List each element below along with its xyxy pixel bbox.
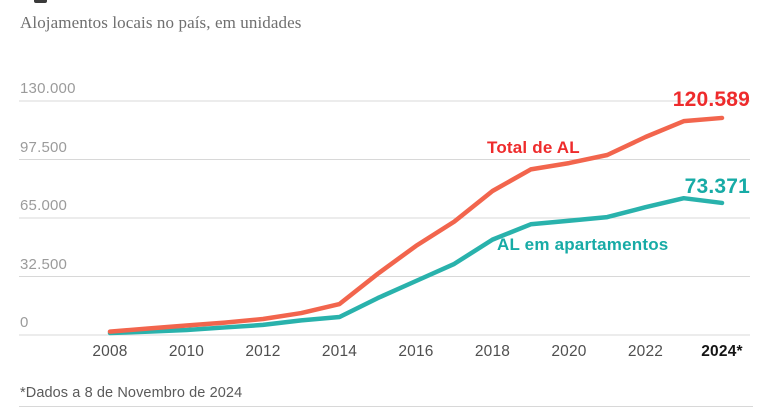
x-tick-label-2012: 2012 xyxy=(245,343,281,360)
series-label-total-de-al: Total de AL xyxy=(487,138,580,157)
y-tick-label: 97.500 xyxy=(20,138,68,156)
x-tick-label-2018: 2018 xyxy=(474,343,511,360)
y-tick-label: 130.000 xyxy=(20,80,76,97)
y-tick-label: 0 xyxy=(20,314,29,331)
x-tick-label-2010: 2010 xyxy=(168,343,205,360)
cropped-title-fragment xyxy=(34,0,47,3)
series-label-al-em-apartamentos: AL em apartamentos xyxy=(497,235,669,254)
x-tick-label-2014: 2014 xyxy=(321,343,358,360)
y-tick-label: 32.500 xyxy=(20,255,68,273)
footnote: *Dados a 8 de Novembro de 2024 xyxy=(20,385,243,401)
footer-divider xyxy=(19,406,753,407)
end-value-al-em-apartamentos: 73.371 xyxy=(684,175,750,198)
series-line-al-em-apartamentos xyxy=(107,195,725,336)
x-tick-label-2024: 2024* xyxy=(701,343,743,360)
x-tick-label-2020: 2020 xyxy=(551,343,587,360)
x-tick-label-2022: 2022 xyxy=(627,343,664,360)
x-tick-label-2016: 2016 xyxy=(398,343,434,360)
x-tick-label-2008: 2008 xyxy=(92,343,128,360)
end-value-total-de-al: 120.589 xyxy=(672,88,750,111)
y-tick-label: 65.000 xyxy=(20,197,68,214)
series-line-total-de-al xyxy=(107,115,725,334)
chart-subtitle: Alojamentos locais no país, em unidades xyxy=(20,13,302,32)
